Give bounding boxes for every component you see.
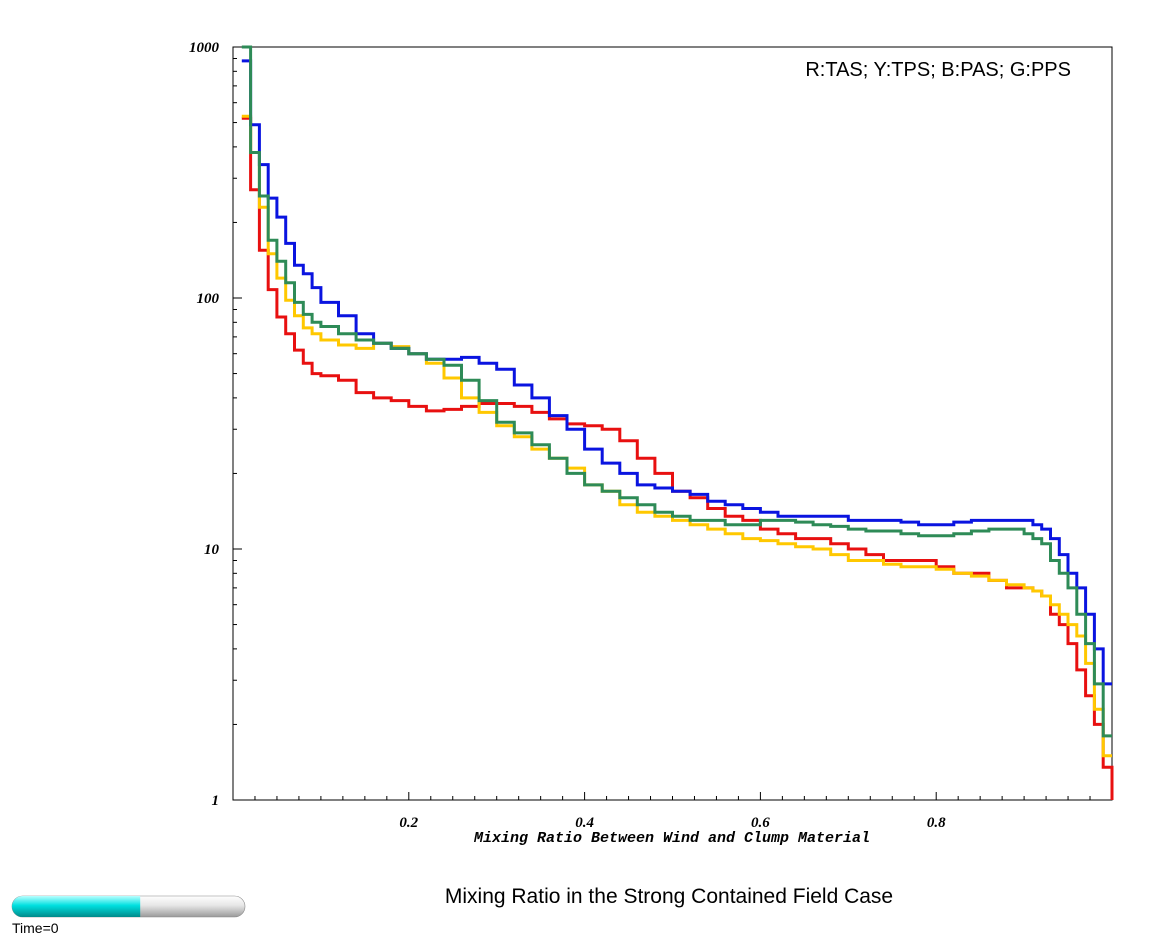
series-line-pas — [241, 59, 1112, 686]
x-tick-label: 0.4 — [575, 815, 594, 831]
plot-frame — [232, 46, 1113, 801]
x-tick-labels: 0.2 0.4 0.6 0.8 — [399, 815, 946, 831]
y-tick-label: 100 — [197, 291, 220, 307]
y-tick-label: 10 — [204, 542, 220, 558]
y-tick-labels: 1 10 100 1000 — [189, 40, 242, 809]
chart-title: Mixing Ratio in the Strong Contained Fie… — [445, 885, 893, 908]
time-slider[interactable] — [11, 895, 246, 918]
time-label: Time=0 — [12, 920, 59, 936]
series-line-tps — [241, 114, 1112, 758]
y-minor-ticks — [233, 57, 237, 725]
legend-text: R:TAS; Y:TPS; B:PAS; G:PPS — [805, 59, 1071, 81]
x-minor-ticks — [254, 792, 1091, 800]
series-line-pps — [241, 45, 1112, 738]
series-line-tas — [241, 116, 1114, 800]
x-tick-label: 0.6 — [751, 815, 770, 831]
series-lines — [241, 45, 1114, 800]
x-axis-label: Mixing Ratio Between Wind and Clump Mate… — [473, 830, 870, 847]
x-tick-label: 0.8 — [927, 815, 946, 831]
time-slider-fill — [12, 896, 141, 917]
y-tick-label: 1 — [212, 793, 220, 809]
y-tick-label: 1000 — [189, 40, 220, 56]
x-tick-label: 0.2 — [399, 815, 418, 831]
